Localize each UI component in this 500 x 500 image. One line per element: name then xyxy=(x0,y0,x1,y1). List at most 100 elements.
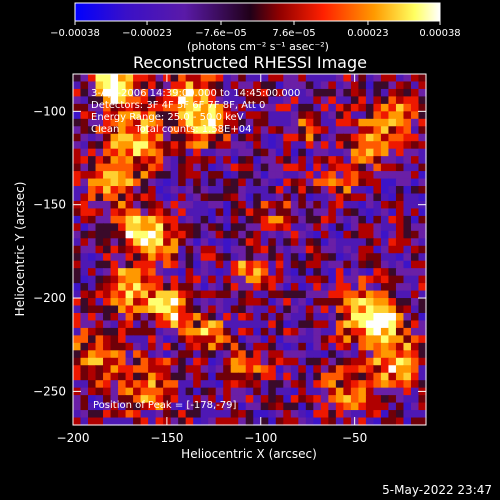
heatmap-cell xyxy=(410,387,420,396)
heatmap-cell xyxy=(118,417,127,426)
heatmap-cell xyxy=(178,171,187,180)
heatmap-cell xyxy=(380,253,390,262)
heatmap-cell xyxy=(365,96,375,105)
heatmap-cell xyxy=(125,312,134,322)
heatmap-cell xyxy=(245,208,254,217)
heatmap-cell xyxy=(170,156,179,165)
heatmap-cell xyxy=(365,163,375,172)
heatmap-cell xyxy=(260,156,269,165)
heatmap-cell xyxy=(80,238,89,247)
heatmap-cell xyxy=(253,171,262,180)
heatmap-cell xyxy=(350,81,360,90)
heatmap-cell xyxy=(388,410,397,419)
heatmap-cell xyxy=(395,200,405,210)
heatmap-cell xyxy=(388,305,397,314)
heatmap-cell xyxy=(140,208,149,217)
heatmap-cell xyxy=(238,298,247,307)
heatmap-cell xyxy=(103,402,112,411)
heatmap-cell xyxy=(170,372,179,381)
heatmap-cell xyxy=(118,305,127,314)
heatmap-cell xyxy=(343,208,352,217)
heatmap-cell xyxy=(403,118,412,127)
heatmap-cell xyxy=(155,215,164,224)
heatmap-cell xyxy=(358,96,367,105)
heatmap-cell xyxy=(193,372,202,381)
heatmap-cell xyxy=(418,74,427,83)
heatmap-cell xyxy=(73,178,82,187)
heatmap-cell xyxy=(148,118,157,127)
heatmap-cell xyxy=(268,133,277,142)
heatmap-cell xyxy=(275,141,284,150)
heatmap-cell xyxy=(298,81,307,90)
heatmap-cell xyxy=(253,133,262,142)
heatmap-cell xyxy=(178,163,187,172)
heatmap-cell xyxy=(230,283,239,292)
heatmap-cell xyxy=(365,268,375,277)
heatmap-cell xyxy=(193,81,202,90)
heatmap-cell xyxy=(410,223,420,232)
heatmap-cell xyxy=(238,275,247,284)
heatmap-cell xyxy=(118,223,127,232)
heatmap-cell xyxy=(88,126,97,135)
heatmap-cell xyxy=(290,133,299,142)
heatmap-cell xyxy=(403,357,412,366)
heatmap-cell xyxy=(268,380,277,389)
heatmap-cell xyxy=(200,305,209,314)
heatmap-cell xyxy=(110,320,119,329)
heatmap-cell xyxy=(358,380,367,389)
heatmap-cell xyxy=(238,81,247,90)
heatmap-cell xyxy=(185,103,194,112)
heatmap-cell xyxy=(328,253,337,262)
heatmap-cell xyxy=(320,81,329,90)
heatmap-cell xyxy=(80,111,89,120)
heatmap-cell xyxy=(110,327,119,336)
heatmap-cell xyxy=(395,215,405,224)
heatmap-cell xyxy=(365,103,375,112)
heatmap-cell xyxy=(110,74,119,83)
heatmap-cell xyxy=(140,342,149,351)
heatmap-cell xyxy=(313,230,322,239)
heatmap-cell xyxy=(178,96,187,105)
heatmap-cell xyxy=(88,238,97,247)
heatmap-cell xyxy=(103,156,112,165)
heatmap-cell xyxy=(163,402,172,411)
heatmap-cell xyxy=(358,305,367,314)
heatmap-cell xyxy=(328,81,337,90)
heatmap-cell xyxy=(313,141,322,150)
heatmap-cell xyxy=(343,387,352,396)
heatmap-cell xyxy=(253,163,262,172)
heatmap-cell xyxy=(395,81,405,90)
heatmap-cell xyxy=(260,245,269,254)
heatmap-cell xyxy=(373,238,382,247)
heatmap-cell xyxy=(320,163,329,172)
heatmap-cell xyxy=(215,156,224,165)
heatmap-cell xyxy=(320,238,329,247)
heatmap-cell xyxy=(125,126,134,135)
heatmap-cell xyxy=(148,88,157,98)
heatmap-cell xyxy=(350,178,360,187)
heatmap-cell xyxy=(185,365,194,374)
heatmap-cell xyxy=(155,96,164,105)
heatmap-cell xyxy=(358,148,367,157)
heatmap-cell xyxy=(290,238,299,247)
heatmap-cell xyxy=(238,327,247,336)
heatmap-cell xyxy=(358,118,367,127)
heatmap-cell xyxy=(388,395,397,404)
heatmap-cell xyxy=(230,103,239,112)
heatmap-cell xyxy=(215,372,224,381)
heatmap-cell xyxy=(200,260,209,269)
heatmap-cell xyxy=(238,126,247,135)
heatmap-cell xyxy=(350,186,360,195)
heatmap-cell xyxy=(95,417,104,426)
heatmap-cell xyxy=(178,365,187,374)
heatmap-cell xyxy=(215,171,224,180)
heatmap-cell xyxy=(260,163,269,172)
heatmap-cell xyxy=(88,365,97,374)
heatmap-cell xyxy=(410,141,420,150)
heatmap-cell xyxy=(313,417,322,426)
heatmap-cell xyxy=(335,417,344,426)
heatmap-cell xyxy=(118,133,127,142)
heatmap-cell xyxy=(245,193,254,202)
heatmap-cell xyxy=(388,156,397,165)
heatmap-cell xyxy=(230,133,239,142)
